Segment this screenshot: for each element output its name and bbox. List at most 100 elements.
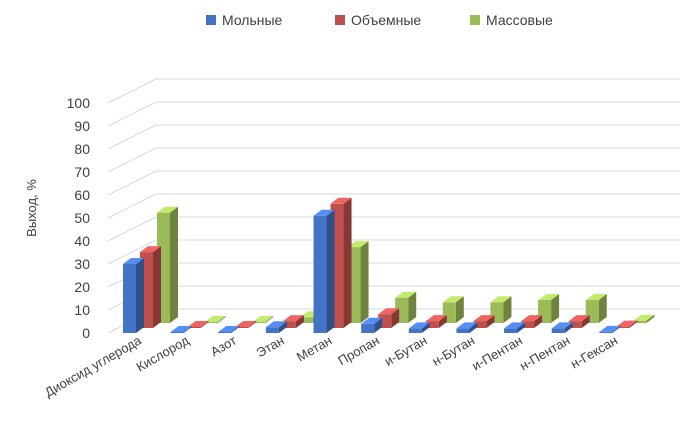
bar-top (442, 296, 464, 303)
bar-top (313, 209, 335, 216)
bar (473, 315, 495, 328)
bar-side (170, 206, 178, 323)
bar-front (633, 320, 647, 323)
bar-top (425, 315, 447, 322)
bar-top (218, 326, 240, 332)
bar-top (361, 317, 383, 324)
bar-side (326, 209, 335, 333)
bar-front (568, 321, 582, 328)
bar-front (218, 332, 232, 333)
y-axis-label: Выход, % (24, 179, 39, 237)
bar-top (551, 322, 573, 329)
bar-top (187, 321, 209, 327)
bar-top (157, 206, 178, 213)
bar-side (612, 325, 621, 333)
bar-top (235, 321, 257, 327)
bar-front (361, 323, 375, 333)
bar-top (521, 315, 543, 322)
bar-top (282, 315, 304, 322)
bars (123, 197, 655, 333)
bar (425, 315, 447, 328)
bar (123, 258, 144, 333)
gridline (107, 262, 680, 288)
bar-top (252, 316, 274, 322)
legend-label: Объемные (351, 12, 421, 28)
bar (204, 316, 226, 323)
bar (252, 316, 274, 323)
bar-side (374, 317, 383, 333)
y-tick-label: 80 (74, 141, 90, 157)
bar-front (204, 322, 218, 323)
y-tick-label: 0 (82, 325, 90, 341)
bar-top (123, 258, 144, 264)
bar-front (282, 321, 296, 328)
bar-top (395, 291, 417, 298)
bar-top (599, 325, 621, 332)
bar (521, 315, 543, 328)
x-category-label: Пропан (335, 333, 382, 369)
bar-side (503, 296, 512, 323)
y-tick-label: 30 (74, 256, 90, 272)
bar-side (629, 320, 638, 328)
x-category-label: Кислород (134, 332, 192, 374)
bar-side (534, 315, 543, 328)
bar-top (408, 322, 430, 329)
y-tick-label: 60 (74, 187, 90, 203)
bar-side (408, 291, 417, 323)
bar-top (585, 294, 607, 300)
y-tick-label: 70 (74, 164, 90, 180)
bar-side (438, 315, 447, 328)
bar-top (265, 321, 287, 328)
bar-side (343, 197, 352, 328)
legend-label: Массовые (486, 12, 553, 28)
bar (235, 321, 257, 328)
bar-front (425, 321, 439, 328)
bar-front (408, 328, 422, 333)
bar-side (295, 315, 304, 328)
gridline (107, 78, 680, 104)
bar (538, 294, 560, 323)
gridline (107, 147, 680, 173)
bar (568, 315, 590, 328)
bar-top (490, 296, 512, 303)
bar (408, 322, 430, 333)
bar (282, 315, 304, 328)
bar-side (486, 315, 495, 328)
bar (616, 320, 638, 328)
bar-front (265, 327, 279, 333)
y-tick-label: 100 (67, 95, 91, 111)
bar-top (473, 315, 495, 322)
bar-side (136, 258, 144, 333)
gridline (107, 193, 680, 219)
bar-side (391, 308, 400, 328)
legend-swatch (470, 15, 480, 25)
bar-front (187, 327, 201, 328)
legend-label: Мольные (222, 12, 283, 28)
bar (218, 326, 240, 333)
bar-side (581, 315, 590, 328)
y-tick-label: 50 (74, 210, 90, 226)
bar-front (599, 331, 613, 333)
bar-side (217, 316, 226, 323)
bar (551, 322, 573, 333)
bar-top (504, 322, 526, 329)
gridline (107, 239, 680, 265)
bar (170, 326, 192, 333)
gridline (107, 170, 680, 196)
bar-top (170, 326, 192, 332)
x-category-label: н-Гексан (568, 333, 620, 372)
y-tick-label: 40 (74, 233, 90, 249)
x-category-label: и-Пентан (469, 333, 525, 374)
bar-top (330, 197, 352, 204)
bar-side (646, 314, 655, 323)
bar-side (421, 322, 430, 333)
bar-front (473, 321, 487, 328)
bar-side (265, 316, 274, 323)
bar-side (517, 322, 526, 333)
x-category-label: Диоксид углерода (42, 332, 144, 400)
bar-front (235, 327, 249, 328)
bar-side (360, 241, 369, 323)
legend-swatch (206, 15, 216, 25)
bar-top (204, 316, 226, 322)
